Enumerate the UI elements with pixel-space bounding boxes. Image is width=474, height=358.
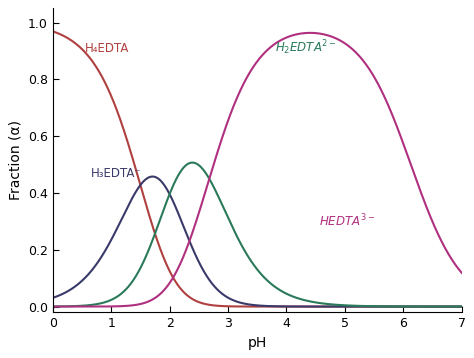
Text: H₄EDTA: H₄EDTA [85, 42, 129, 55]
Text: $H_2EDTA^{2-}$: $H_2EDTA^{2-}$ [275, 39, 337, 57]
X-axis label: pH: pH [247, 336, 267, 350]
Y-axis label: Fraction (α): Fraction (α) [9, 120, 22, 200]
Text: $HEDTA^{3-}$: $HEDTA^{3-}$ [319, 213, 375, 230]
Text: H₃EDTA⁻: H₃EDTA⁻ [91, 166, 141, 180]
